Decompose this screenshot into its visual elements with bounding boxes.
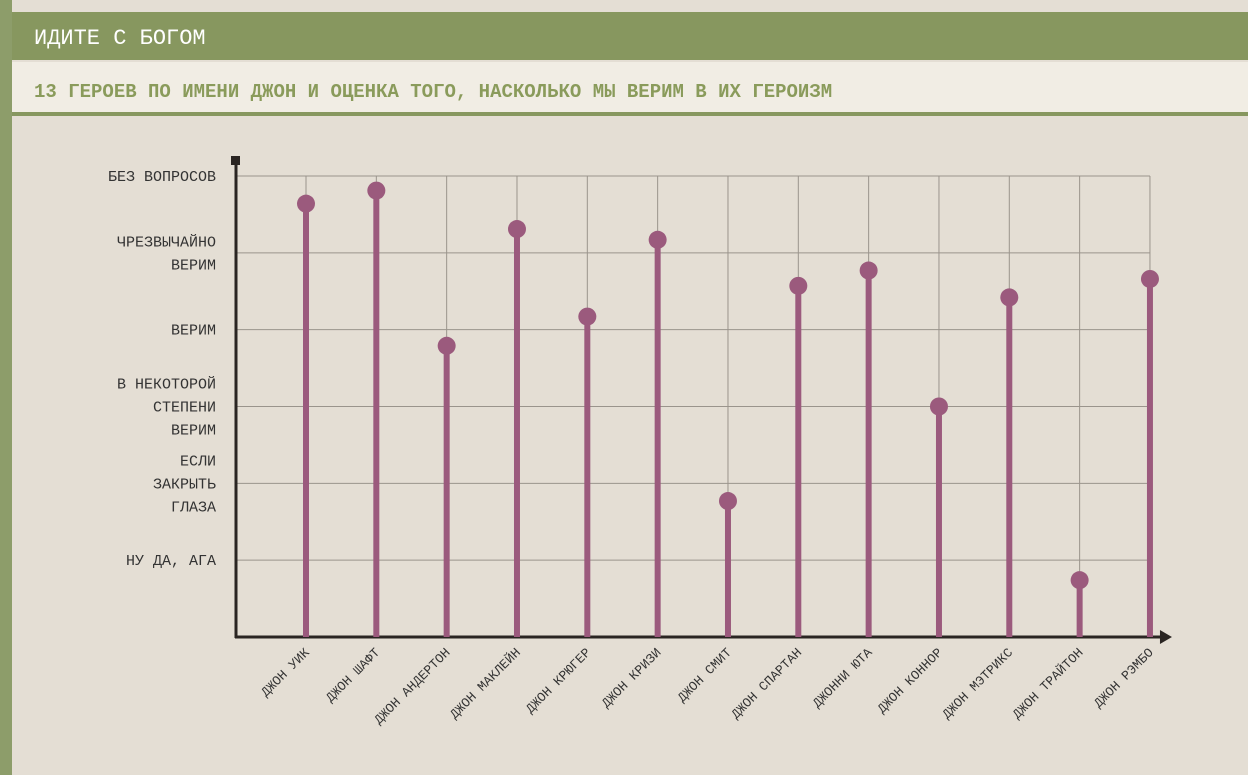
left-border [0, 0, 12, 775]
lollipop-head [929, 397, 948, 416]
lollipop-head [718, 492, 737, 511]
lollipop-head [859, 261, 878, 280]
y-tick-label: В НЕКОТОРОЙ СТЕПЕНИ ВЕРИМ [117, 377, 216, 440]
lollipop-head [507, 220, 526, 239]
lollipop-head [437, 336, 456, 355]
lollipop-head [578, 307, 597, 326]
lollipop-head [1070, 571, 1089, 590]
subtitle-rule [12, 112, 1248, 116]
y-axis-cap [231, 156, 240, 165]
subtitle-bar [12, 62, 1248, 112]
lollipop-head [297, 194, 315, 213]
y-tick-label: ЕСЛИ ЗАКРЫТЬ ГЛАЗА [153, 453, 216, 516]
lollipop-head [367, 181, 386, 200]
lollipop-head [789, 276, 808, 295]
y-tick-label: НУ ДА, АГА [126, 553, 216, 570]
y-tick-label: ВЕРИМ [171, 323, 216, 340]
lollipop-head [1140, 269, 1159, 288]
y-tick-label: ЧРЕЗВЫЧАЙНО ВЕРИМ [117, 234, 216, 274]
chart-title: ИДИТЕ С БОГОМ [34, 26, 206, 51]
y-tick-label: БЕЗ ВОПРОСОВ [108, 169, 216, 186]
x-axis-arrow [1159, 630, 1172, 644]
title-bar [12, 12, 1248, 60]
lollipop-head [1000, 288, 1019, 307]
chart-subtitle: 13 ГЕРОЕВ ПО ИМЕНИ ДЖОН И ОЦЕНКА ТОГО, Н… [34, 81, 832, 103]
lollipop-head [648, 230, 667, 249]
